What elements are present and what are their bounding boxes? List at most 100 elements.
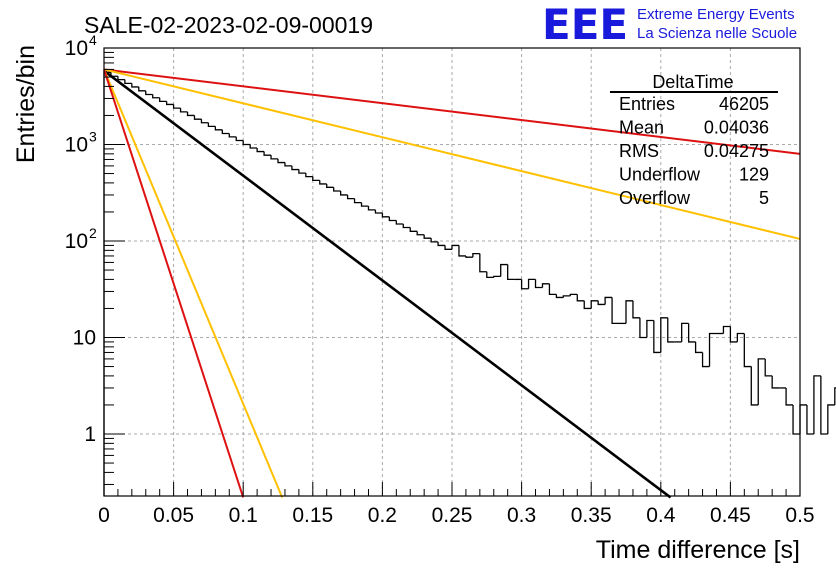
y-tick-exponent: 4 — [89, 32, 97, 48]
histogram-bin — [437, 241, 446, 247]
histogram-bin — [179, 108, 188, 113]
grid — [104, 48, 800, 496]
histogram-bin — [346, 194, 355, 200]
stats-title: DeltaTime — [652, 72, 733, 92]
histogram-bin — [249, 144, 258, 149]
histogram-bin — [820, 375, 828, 435]
histogram-bin — [827, 404, 835, 434]
histogram-bin — [117, 76, 125, 81]
histogram-bin — [667, 317, 675, 343]
x-tick-label: 0 — [98, 504, 110, 527]
histogram-bin — [172, 104, 181, 109]
histogram-bin — [374, 209, 383, 214]
histogram-bin — [750, 366, 759, 406]
stats-value: 46205 — [719, 94, 769, 114]
histogram-bin — [632, 300, 640, 319]
histogram-bin — [792, 404, 800, 435]
stats-label: Mean — [619, 118, 664, 138]
histogram-bin — [319, 180, 327, 185]
histogram-bin — [625, 300, 633, 324]
histogram-bin — [277, 158, 285, 164]
eee-logo: EEE Extreme Energy Events La Scienza nel… — [542, 0, 797, 49]
histogram-bin — [200, 119, 209, 124]
stats-value: 129 — [739, 165, 769, 185]
histogram-bin — [834, 387, 836, 405]
histogram-bin — [381, 213, 390, 218]
histogram-bin — [193, 115, 202, 120]
histogram-bin — [395, 220, 404, 225]
x-tick-label: 0.3 — [507, 504, 536, 527]
histogram-bin — [764, 358, 773, 377]
histogram-bin — [312, 176, 320, 182]
y-tick-label: 10 — [65, 37, 88, 60]
stats-label: Entries — [619, 94, 675, 114]
histogram-bin — [465, 255, 473, 258]
histogram-bin — [256, 147, 265, 153]
stats-value: 0.04275 — [704, 141, 769, 161]
histogram-bin — [228, 133, 237, 138]
histogram-bin — [339, 190, 348, 196]
histogram-bin — [639, 317, 647, 339]
stats-rows: Entries 46205 Mean 0.04036 RMS 0.04275Underfl… — [619, 94, 769, 208]
y-tick-label: 10 — [65, 134, 88, 157]
histogram-bin — [694, 341, 703, 354]
histogram-bin — [681, 322, 689, 342]
histogram-bin — [799, 404, 807, 434]
histogram-bin — [493, 275, 501, 278]
histogram-bin — [242, 140, 251, 146]
histogram-bin — [527, 278, 536, 289]
histogram-bin — [472, 252, 480, 258]
histogram-bin — [486, 271, 494, 279]
curve-yellow-slow — [103, 68, 801, 240]
histogram-bin — [124, 79, 132, 85]
histogram-bin — [186, 111, 195, 117]
logo-line2: La Scienza nelle Scuole — [637, 25, 797, 42]
histogram-bin — [298, 169, 306, 174]
x-axis: 0 0.05 0.1 0.15 0.2 0.25 0.3 0.35 0.4 0.45 0.5 — [98, 482, 815, 527]
histogram-bin — [569, 293, 578, 296]
x-tick-label: 0.25 — [432, 504, 473, 527]
histogram-bin — [813, 375, 821, 434]
histogram-bin — [451, 244, 459, 250]
histogram-bin — [214, 126, 223, 131]
stats-value: 5 — [759, 188, 769, 208]
histogram-bin — [221, 129, 230, 135]
x-tick-label: 0.45 — [710, 504, 751, 527]
histogram-bin — [326, 183, 334, 188]
curve-fit — [103, 69, 672, 499]
histogram-bin — [402, 224, 411, 229]
x-tick-label: 0.5 — [785, 504, 814, 527]
x-tick-label: 0.1 — [229, 504, 258, 527]
histogram-bin — [583, 300, 592, 310]
curve-red-fast — [103, 69, 245, 498]
histogram-bin — [757, 358, 766, 405]
histogram-bin — [708, 332, 717, 367]
histogram-bin — [562, 295, 571, 298]
chart-title: SALE-02-2023-02-09-00019 — [84, 12, 373, 38]
histogram-bin — [701, 352, 710, 368]
x-tick-label: 0.15 — [292, 504, 333, 527]
histogram-bin — [785, 387, 794, 406]
histogram-bin — [611, 297, 620, 325]
histogram-bin — [367, 206, 376, 211]
histogram-bin — [152, 94, 160, 99]
histogram-bin — [736, 332, 745, 342]
histogram-bin — [159, 97, 167, 102]
y-tick-label: 10 — [65, 230, 88, 253]
histogram-bin — [333, 187, 341, 192]
histogram-bin — [360, 202, 369, 207]
x-tick-label: 0.4 — [646, 504, 676, 527]
histogram-bin — [771, 375, 780, 389]
histogram-bin — [270, 155, 278, 160]
histogram-bin — [500, 263, 508, 277]
stats-value: 0.04036 — [704, 118, 769, 138]
curve-yellow-fast — [103, 69, 284, 498]
histogram-bin — [235, 136, 244, 142]
stats-label: Overflow — [619, 188, 691, 208]
histogram-bin — [646, 319, 654, 338]
histogram-bin — [131, 83, 139, 88]
stats-box: DeltaTime Entries 46205 Mean 0.04036 RMS 0.04… — [610, 72, 778, 208]
histogram-bin — [576, 294, 585, 302]
y-tick-exponent: 2 — [89, 225, 97, 241]
